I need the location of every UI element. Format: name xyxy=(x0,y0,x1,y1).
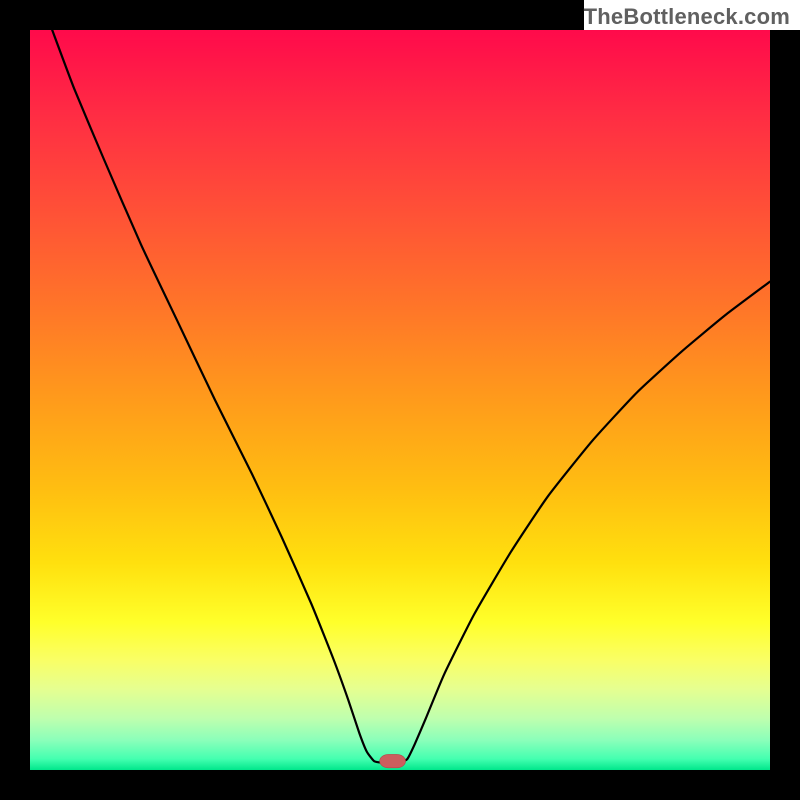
gradient-background xyxy=(30,30,770,770)
bottleneck-chart xyxy=(30,30,770,770)
chart-stage: TheBottleneck.com xyxy=(0,0,800,800)
plot-panel xyxy=(30,30,770,770)
optimum-marker xyxy=(380,754,406,767)
watermark-label: TheBottleneck.com xyxy=(584,0,800,30)
